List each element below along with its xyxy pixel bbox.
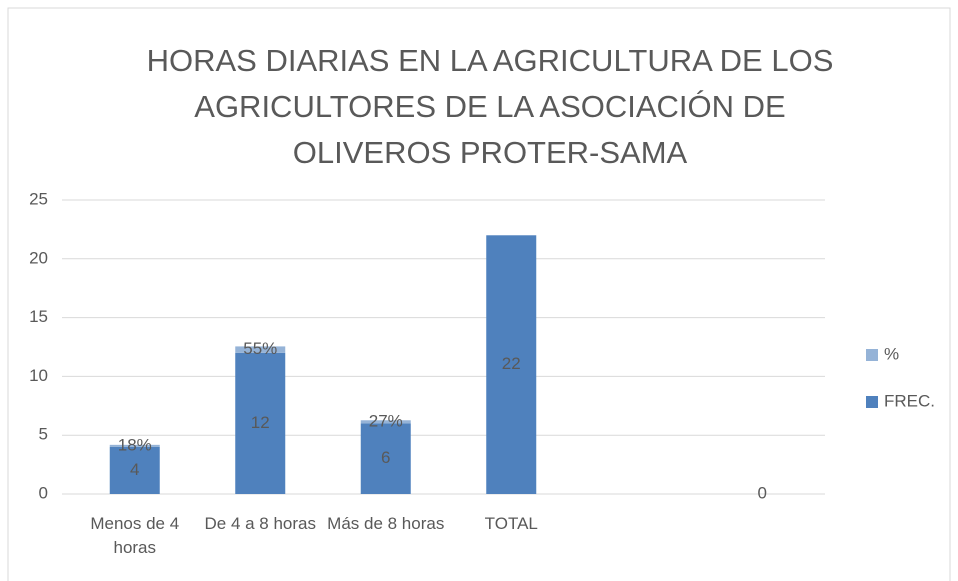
chart-border: [7, 7, 951, 581]
bar-segment: [360, 420, 411, 424]
bar-segment: [235, 352, 286, 494]
data-label: 22: [502, 354, 521, 373]
x-tick-label: De 4 a 8 horas: [204, 514, 316, 533]
x-tick-label: Más de 8 horas: [327, 514, 445, 533]
legend-label: FREC.: [884, 391, 935, 410]
legend-label: %: [884, 344, 899, 363]
bar-segment: [109, 446, 160, 494]
y-tick-label: 10: [29, 366, 48, 385]
y-tick-label: 15: [29, 307, 48, 326]
bar-segment: [360, 423, 411, 494]
y-tick-label: 20: [29, 248, 48, 267]
y-tick-label: 5: [39, 425, 48, 444]
data-label: 27%: [369, 411, 403, 430]
data-label: 4: [130, 460, 139, 479]
data-label: 18%: [118, 435, 152, 454]
x-tick-label: Menos de 4 horas: [90, 514, 180, 557]
legend-swatch: [866, 349, 878, 361]
y-tick-label: 0: [39, 483, 48, 502]
y-tick-label: 25: [29, 189, 48, 208]
data-label: 0: [758, 483, 767, 502]
bar-segment: [235, 346, 286, 353]
x-tick-label: TOTAL: [484, 514, 538, 533]
bar-segment: [486, 235, 537, 494]
data-label: 55%: [243, 339, 277, 358]
bar-segment: [109, 444, 160, 447]
data-label: 6: [381, 448, 390, 467]
data-label: 12: [251, 413, 270, 432]
legend-swatch: [866, 396, 878, 408]
chart-title: HORAS DIARIAS EN LA AGRICULTURA DE LOS A…: [146, 43, 834, 170]
